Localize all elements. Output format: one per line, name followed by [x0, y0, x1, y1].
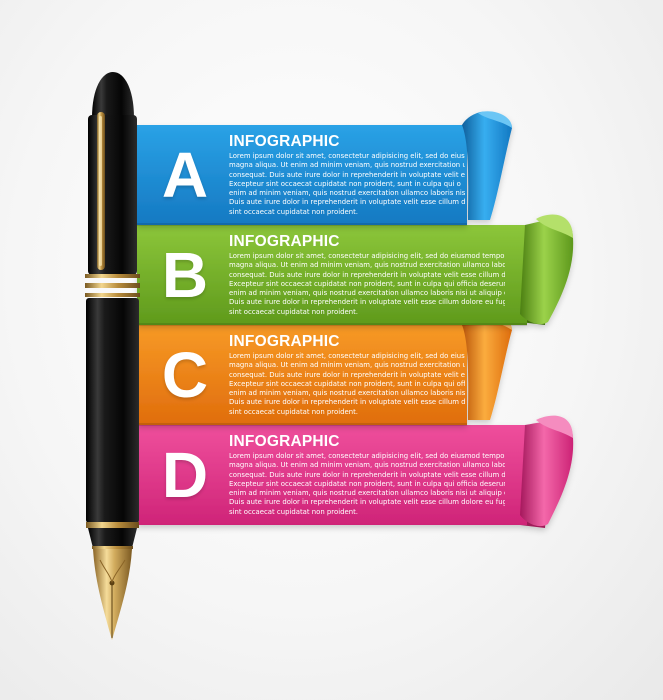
step-letter: B	[161, 239, 209, 311]
step-line: Excepteur sint occaecat cupidatat non pr…	[229, 379, 465, 388]
step-line: Duis aute irure dolor in reprehenderit i…	[229, 398, 465, 407]
step-line: magna aliqua. Ut enim ad minim veniam, q…	[229, 261, 505, 270]
step-line: consequat. Duis aute irure dolor in repr…	[229, 270, 505, 279]
step-heading: INFOGRAPHIC	[229, 133, 340, 150]
step-line: sint occaecat cupidatat non proident.	[229, 507, 358, 516]
step-line: Duis aute irure dolor in reprehenderit i…	[229, 498, 505, 507]
fountain-pen-icon	[85, 72, 140, 640]
step-line: magna aliqua. Ut enim ad minim veniam, q…	[229, 461, 505, 470]
step-line: enim ad minim veniam, quis nostrud exerc…	[229, 389, 465, 398]
step-line: sint occaecat cupidatat non proident.	[229, 207, 358, 216]
banner-a	[137, 111, 512, 225]
step-letter: D	[161, 439, 209, 511]
step-line: Lorem ipsum dolor sit amet, consectetur …	[229, 452, 505, 460]
step-line: Lorem ipsum dolor sit amet, consectetur …	[229, 352, 465, 360]
step-letter: C	[161, 339, 209, 411]
step-line: magna aliqua. Ut enim ad minim veniam, q…	[229, 161, 465, 170]
step-line: magna aliqua. Ut enim ad minim veniam, q…	[229, 361, 465, 370]
step-line: Lorem ipsum dolor sit amet, consectetur …	[229, 152, 465, 160]
step-line: consequat. Duis aute irure dolor in repr…	[229, 170, 465, 179]
step-line: sint occaecat cupidatat non proident.	[229, 407, 358, 416]
step-letter: A	[161, 139, 209, 211]
step-line: sint occaecat cupidatat non proident.	[229, 307, 358, 316]
step-line: enim ad minim veniam, quis nostrud exerc…	[229, 489, 505, 498]
step-line: Duis aute irure dolor in reprehenderit i…	[229, 298, 505, 307]
step-heading: INFOGRAPHIC	[229, 233, 340, 250]
step-body: Lorem ipsum dolor sit amet, consectetur …	[229, 152, 465, 217]
step-body: Lorem ipsum dolor sit amet, consectetur …	[229, 352, 465, 417]
step-line: Excepteur sint occaecat cupidatat non pr…	[229, 279, 505, 288]
step-line: Duis aute irure dolor in reprehenderit i…	[229, 198, 465, 207]
step-heading: INFOGRAPHIC	[229, 433, 340, 450]
step-body: Lorem ipsum dolor sit amet, consectetur …	[229, 252, 505, 317]
step-line: Excepteur sint occaecat cupidatat non pr…	[229, 479, 505, 488]
step-body: Lorem ipsum dolor sit amet, consectetur …	[229, 452, 505, 517]
banner-d	[137, 415, 574, 528]
step-line: consequat. Duis aute irure dolor in repr…	[229, 370, 465, 379]
banner-c	[137, 313, 512, 425]
step-line: Excepteur sint occaecat cupidatat non pr…	[229, 179, 461, 188]
step-heading: INFOGRAPHIC	[229, 333, 340, 350]
banner-b	[137, 214, 574, 325]
step-line: consequat. Duis aute irure dolor in repr…	[229, 470, 505, 479]
step-line: enim ad minim veniam, quis nostrud exerc…	[229, 189, 465, 198]
step-line: enim ad minim veniam, quis nostrud exerc…	[229, 289, 505, 298]
step-line: Lorem ipsum dolor sit amet, consectetur …	[229, 252, 505, 260]
